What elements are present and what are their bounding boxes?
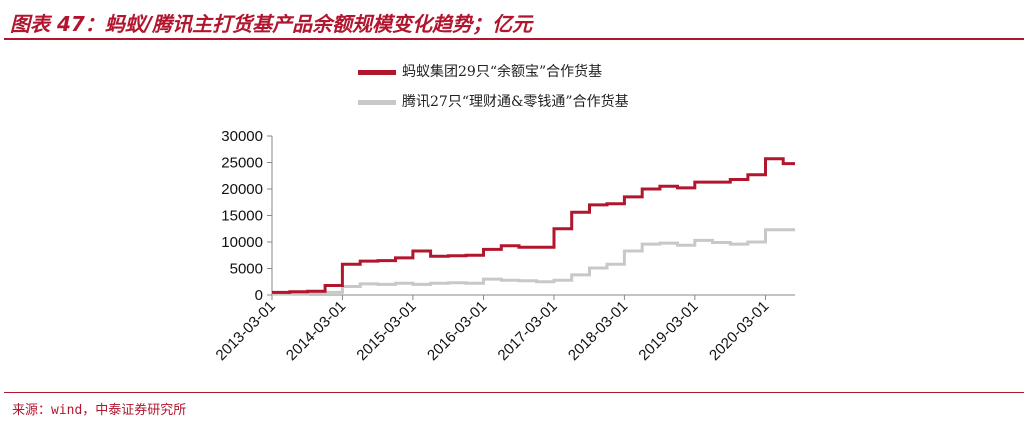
x-tick-label: 2019-03-01	[635, 298, 701, 364]
legend-label-ant: 蚂蚁集团29只“余额宝”合作货基	[402, 64, 603, 80]
x-tick-label: 2017-03-01	[495, 298, 561, 364]
legend-label-tencent: 腾讯27只“理财通&零钱通”合作货基	[402, 94, 629, 110]
legend-swatch-tencent	[358, 100, 396, 105]
source-divider	[4, 392, 1024, 393]
title-divider	[4, 38, 1024, 40]
chart-title: 图表 47：蚂蚁/腾讯主打货基产品余额规模变化趋势；亿元	[10, 12, 533, 36]
y-tick-label: 10000	[221, 234, 263, 251]
y-tick-label: 20000	[221, 181, 263, 198]
x-tick-label: 2018-03-01	[565, 298, 631, 364]
x-tick-label: 2020-03-01	[706, 298, 772, 364]
line-chart: 0 5000 10000 15000 20000 25000 30000 2013-03-01…	[213, 128, 795, 364]
series-line-ant	[272, 157, 795, 294]
y-tick-label: 30000	[221, 128, 263, 145]
y-tick-label: 15000	[221, 208, 263, 225]
y-tick-label: 0	[255, 287, 263, 304]
x-tick-label: 2014-03-01	[283, 298, 349, 364]
y-tick-label: 25000	[221, 155, 263, 172]
x-tick-label: 2015-03-01	[353, 298, 419, 364]
legend-swatch-ant	[358, 70, 396, 75]
y-tick-label: 5000	[230, 261, 263, 278]
source-note: 来源：wind，中泰证券研究所	[12, 403, 187, 418]
x-tick-label: 2013-03-01	[213, 298, 279, 364]
title-bar: 图表 47：蚂蚁/腾讯主打货基产品余额规模变化趋势；亿元	[0, 0, 1029, 40]
series-line-tencent	[272, 228, 795, 296]
x-tick-label: 2016-03-01	[424, 298, 490, 364]
